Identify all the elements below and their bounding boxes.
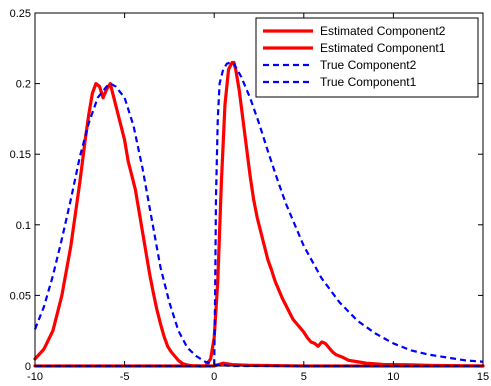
y-tick-label: 0 — [25, 361, 31, 373]
x-tick-label: -10 — [27, 371, 43, 383]
x-tick-label: -5 — [120, 371, 130, 383]
legend: Estimated Component2 Estimated Component1… — [255, 17, 479, 98]
axes: -10 -5 0 5 10 15 0 0.05 0.1 0.15 0.2 0.25 — [10, 8, 490, 383]
y-tick-label: 0.2 — [16, 79, 31, 91]
x-tick-label: 15 — [477, 371, 489, 383]
legend-label-4: True Component1 — [320, 75, 417, 89]
y-tick-label: 0.25 — [10, 8, 31, 20]
x-tick-label: 0 — [211, 371, 217, 383]
y-tick-label: 0.1 — [16, 220, 31, 232]
axes-frame — [34, 12, 484, 367]
legend-label-3: True Component2 — [320, 58, 417, 72]
x-tick-label: 10 — [387, 371, 399, 383]
y-tick-label: 0.05 — [10, 290, 31, 302]
x-tick-label: 5 — [301, 371, 307, 383]
series-line-4 — [35, 61, 484, 368]
series-line-2 — [33, 60, 485, 368]
legend-label-2: Estimated Component1 — [320, 41, 446, 55]
legend-label-1: Estimated Component2 — [320, 24, 446, 38]
y-tick-label: 0.15 — [10, 149, 31, 161]
series-line-3 — [33, 82, 483, 368]
